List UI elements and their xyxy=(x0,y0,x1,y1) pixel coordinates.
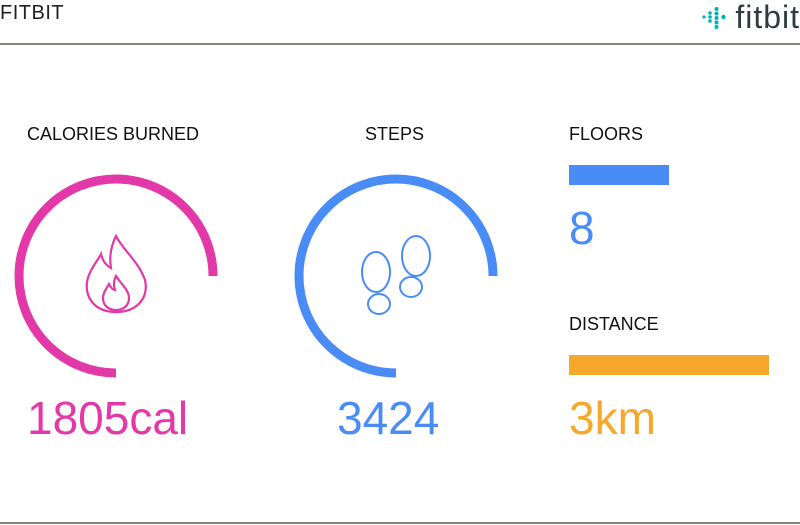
steps-progress-ring xyxy=(294,174,498,378)
footprints-icon xyxy=(361,235,431,315)
floors-value: 8 xyxy=(569,202,595,254)
calories-label: CALORIES BURNED xyxy=(27,124,200,144)
distance-label: DISTANCE xyxy=(569,314,659,334)
flame-icon xyxy=(85,233,147,314)
distance-progress-bar xyxy=(569,355,769,375)
fitbit-dots-icon xyxy=(702,7,727,29)
logo-wordmark: fitbit xyxy=(735,0,800,35)
header-bar: FITBIT fitbit xyxy=(0,0,800,45)
floors-label: FLOORS xyxy=(569,124,644,144)
steps-value: 3424 xyxy=(337,392,440,444)
steps-label: STEPS xyxy=(365,124,425,144)
distance-value: 3km xyxy=(569,392,656,444)
calories-value: 1805cal xyxy=(27,392,189,444)
fitbit-logo: fitbit xyxy=(701,0,800,34)
app-title: FITBIT xyxy=(0,2,65,24)
footer-divider xyxy=(0,522,800,524)
calories-progress-ring xyxy=(14,174,218,378)
floors-progress-bar xyxy=(569,165,669,185)
